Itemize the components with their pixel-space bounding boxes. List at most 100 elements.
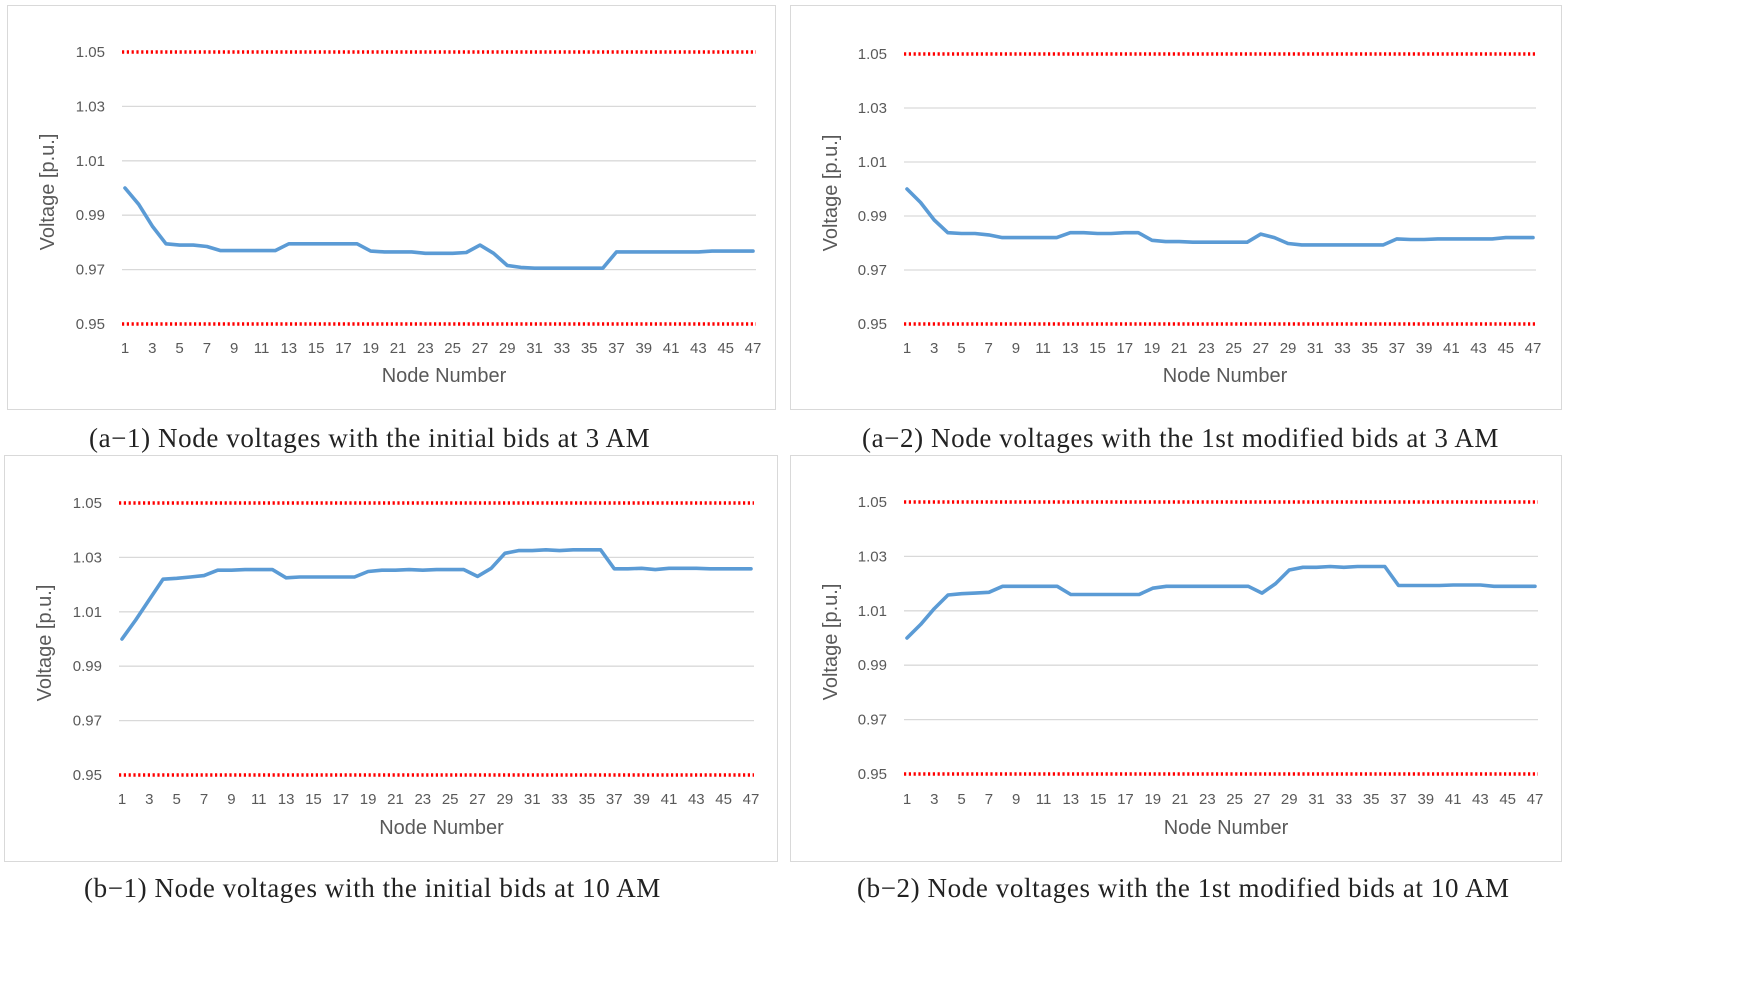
data-point: [162, 578, 165, 581]
x-tick-label: 13: [278, 791, 295, 808]
caption-a1: (a−1) Node voltages with the initial bid…: [89, 423, 651, 453]
x-tick-label: 15: [308, 340, 325, 357]
x-tick-label: 37: [1389, 340, 1406, 357]
x-tick-label: 1: [121, 340, 129, 357]
data-point: [1504, 236, 1507, 239]
data-point: [435, 568, 438, 571]
data-point: [121, 638, 124, 641]
data-point: [1014, 236, 1017, 239]
data-point: [1124, 593, 1127, 596]
voltage-series-line: [123, 186, 755, 271]
data-point: [960, 592, 963, 595]
data-point: [738, 250, 741, 253]
data-point: [285, 576, 288, 579]
data-point: [933, 219, 936, 222]
data-point: [1397, 584, 1400, 587]
data-point: [124, 187, 127, 190]
y-tick-label: 0.97: [858, 262, 887, 279]
data-point: [1423, 238, 1426, 241]
x-tick-label: 47: [745, 340, 762, 357]
x-tick-label: 45: [715, 791, 732, 808]
data-point: [1246, 241, 1249, 244]
data-point: [683, 250, 686, 253]
data-point: [1015, 585, 1018, 588]
data-point: [356, 242, 359, 245]
x-tick-label: 41: [1443, 340, 1460, 357]
data-point: [137, 203, 140, 206]
y-tick-label: 0.95: [76, 316, 105, 333]
data-point: [1179, 585, 1182, 588]
x-tick-label: 3: [145, 791, 153, 808]
data-point: [205, 245, 208, 248]
x-tick-label: 37: [606, 791, 623, 808]
data-point: [1138, 593, 1141, 596]
x-tick-label: 25: [1226, 791, 1243, 808]
data-point: [230, 569, 233, 572]
x-tick-label: 39: [635, 340, 652, 357]
x-tick-label: 17: [332, 791, 349, 808]
data-point: [342, 242, 345, 245]
data-point: [517, 549, 520, 552]
data-point: [1288, 569, 1291, 572]
data-point: [1110, 232, 1113, 235]
data-point: [394, 569, 397, 572]
x-tick-label: 35: [579, 791, 596, 808]
data-point: [1436, 237, 1439, 240]
y-tick-label: 1.05: [858, 46, 887, 63]
x-tick-label: 21: [1171, 340, 1188, 357]
data-point: [1232, 241, 1235, 244]
data-point: [919, 201, 922, 204]
data-point: [1274, 582, 1277, 585]
data-point: [670, 250, 673, 253]
data-point: [1314, 243, 1317, 246]
data-point: [1042, 236, 1045, 239]
data-point: [1164, 240, 1167, 243]
data-point: [492, 252, 495, 255]
data-point: [134, 618, 137, 621]
x-tick-label: 7: [985, 791, 993, 808]
x-tick-label: 33: [551, 791, 568, 808]
x-tick-label: 3: [930, 791, 938, 808]
x-axis-label: Node Number: [1164, 817, 1289, 839]
data-point: [1069, 231, 1072, 234]
data-point: [301, 242, 304, 245]
data-point: [1411, 584, 1414, 587]
x-tick-label: 1: [903, 791, 911, 808]
data-point: [708, 567, 711, 570]
data-point: [1301, 566, 1304, 569]
data-point: [246, 249, 249, 252]
chart-svg: 1.051.031.010.990.970.951 3 5 7 9 11 13 15 17 19 2…: [820, 494, 1543, 839]
data-point: [383, 250, 386, 253]
data-point: [1518, 236, 1521, 239]
caption-a2: (a−2) Node voltages with the 1st modifie…: [862, 423, 1500, 453]
x-tick-label: 27: [469, 791, 486, 808]
y-tick-label: 0.97: [73, 713, 102, 730]
x-tick-label: 31: [524, 791, 541, 808]
data-point: [626, 567, 629, 570]
data-point: [148, 598, 151, 601]
data-point: [244, 568, 247, 571]
data-point: [1493, 585, 1496, 588]
x-tick-label: 37: [1390, 791, 1407, 808]
data-point: [287, 242, 290, 245]
x-tick-label: 9: [1012, 340, 1020, 357]
data-point: [1342, 566, 1345, 569]
data-point: [1097, 593, 1100, 596]
x-tick-label: 13: [1062, 340, 1079, 357]
x-tick-label: 47: [743, 791, 760, 808]
x-tick-label: 45: [1499, 791, 1516, 808]
data-point: [654, 568, 657, 571]
y-tick-label: 0.97: [76, 262, 105, 279]
y-tick-label: 0.99: [858, 208, 887, 225]
y-tick-label: 0.99: [76, 207, 105, 224]
x-tick-label: 43: [688, 791, 705, 808]
data-point: [544, 548, 547, 551]
x-tick-label: 29: [499, 340, 516, 357]
data-point: [421, 569, 424, 572]
x-tick-label: 33: [554, 340, 571, 357]
data-point: [615, 250, 618, 253]
data-point: [1424, 584, 1427, 587]
data-point: [1383, 565, 1386, 568]
data-point: [1192, 585, 1195, 588]
data-point: [151, 225, 154, 228]
